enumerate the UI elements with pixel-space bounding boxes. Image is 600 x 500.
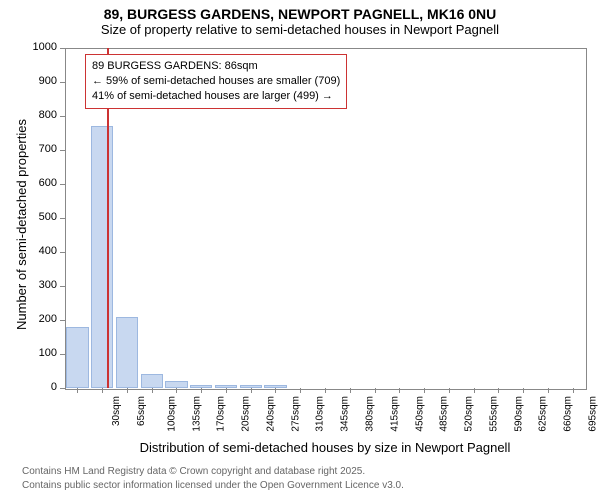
y-tick-mark	[60, 184, 65, 185]
y-tick-label: 1000	[0, 41, 57, 53]
x-tick-label: 520sqm	[464, 396, 475, 432]
y-tick-mark	[60, 286, 65, 287]
footer-line-2: Contains public sector information licen…	[22, 480, 404, 491]
x-tick-mark	[176, 388, 177, 393]
x-tick-label: 240sqm	[266, 396, 277, 432]
x-tick-mark	[474, 388, 475, 393]
y-tick-label: 600	[0, 177, 57, 189]
bar	[215, 385, 237, 388]
x-axis-label: Distribution of semi-detached houses by …	[65, 440, 585, 455]
x-tick-label: 625sqm	[538, 396, 549, 432]
chart-container: { "title": "89, BURGESS GARDENS, NEWPORT…	[0, 0, 600, 500]
x-tick-mark	[251, 388, 252, 393]
x-tick-label: 30sqm	[111, 396, 122, 426]
footer-line-1: Contains HM Land Registry data © Crown c…	[22, 466, 365, 477]
bar	[190, 385, 212, 388]
x-tick-mark	[325, 388, 326, 393]
x-tick-label: 660sqm	[563, 396, 574, 432]
x-tick-label: 380sqm	[365, 396, 376, 432]
annotation-box: 89 BURGESS GARDENS: 86sqm← 59% of semi-d…	[85, 54, 347, 109]
annotation-line-2: ← 59% of semi-detached houses are smalle…	[92, 74, 340, 89]
y-tick-label: 300	[0, 279, 57, 291]
y-tick-label: 100	[0, 347, 57, 359]
x-tick-label: 555sqm	[488, 396, 499, 432]
y-tick-mark	[60, 150, 65, 151]
x-tick-label: 415sqm	[389, 396, 400, 432]
y-tick-mark	[60, 252, 65, 253]
x-tick-mark	[300, 388, 301, 393]
x-tick-label: 205sqm	[241, 396, 252, 432]
bar	[116, 317, 138, 388]
x-tick-mark	[152, 388, 153, 393]
x-tick-label: 100sqm	[166, 396, 177, 432]
x-tick-mark	[449, 388, 450, 393]
x-tick-mark	[127, 388, 128, 393]
bar	[264, 385, 286, 388]
x-tick-label: 275sqm	[290, 396, 301, 432]
y-tick-label: 0	[0, 381, 57, 393]
x-tick-mark	[201, 388, 202, 393]
x-tick-mark	[573, 388, 574, 393]
y-tick-mark	[60, 48, 65, 49]
y-tick-label: 700	[0, 143, 57, 155]
y-tick-label: 900	[0, 75, 57, 87]
x-tick-mark	[399, 388, 400, 393]
y-tick-mark	[60, 388, 65, 389]
y-tick-mark	[60, 320, 65, 321]
x-tick-mark	[498, 388, 499, 393]
x-tick-label: 485sqm	[439, 396, 450, 432]
chart-subtitle: Size of property relative to semi-detach…	[0, 22, 600, 37]
y-tick-label: 200	[0, 313, 57, 325]
y-tick-mark	[60, 116, 65, 117]
x-tick-mark	[77, 388, 78, 393]
x-tick-mark	[548, 388, 549, 393]
x-tick-mark	[102, 388, 103, 393]
x-tick-label: 590sqm	[513, 396, 524, 432]
bar	[240, 385, 262, 388]
x-tick-label: 345sqm	[340, 396, 351, 432]
x-tick-label: 170sqm	[216, 396, 227, 432]
x-tick-mark	[424, 388, 425, 393]
y-tick-mark	[60, 218, 65, 219]
y-tick-label: 800	[0, 109, 57, 121]
bar	[165, 381, 187, 388]
bar	[141, 374, 163, 388]
x-tick-mark	[226, 388, 227, 393]
x-tick-label: 65sqm	[136, 396, 147, 426]
chart-title: 89, BURGESS GARDENS, NEWPORT PAGNELL, MK…	[0, 0, 600, 22]
y-tick-label: 400	[0, 245, 57, 257]
y-tick-label: 500	[0, 211, 57, 223]
x-tick-label: 695sqm	[587, 396, 598, 432]
x-tick-mark	[275, 388, 276, 393]
bar	[91, 126, 113, 388]
x-tick-label: 135sqm	[191, 396, 202, 432]
bar	[66, 327, 88, 388]
y-tick-mark	[60, 82, 65, 83]
annotation-line-1: 89 BURGESS GARDENS: 86sqm	[92, 59, 340, 74]
x-tick-mark	[350, 388, 351, 393]
x-tick-mark	[523, 388, 524, 393]
x-tick-label: 310sqm	[315, 396, 326, 432]
x-tick-label: 450sqm	[414, 396, 425, 432]
x-tick-mark	[375, 388, 376, 393]
y-tick-mark	[60, 354, 65, 355]
annotation-line-3: 41% of semi-detached houses are larger (…	[92, 89, 340, 104]
